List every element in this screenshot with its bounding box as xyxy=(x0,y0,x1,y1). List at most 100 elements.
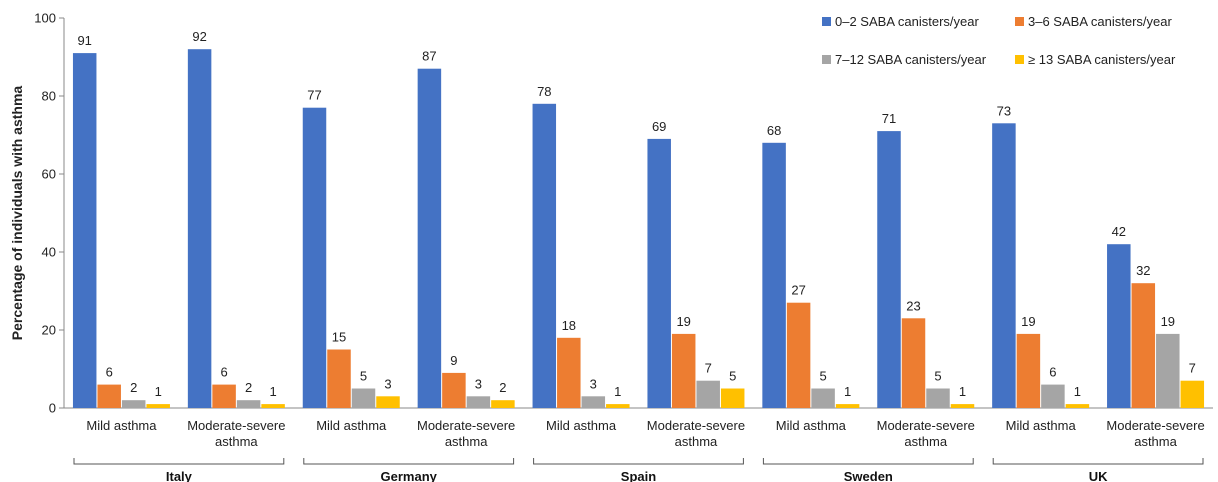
data-label: 6 xyxy=(106,365,113,380)
data-label: 1 xyxy=(844,384,851,399)
group-bracket xyxy=(303,458,515,465)
data-label: 19 xyxy=(1021,314,1035,329)
bar xyxy=(762,142,786,409)
data-label: 3 xyxy=(590,376,597,391)
data-label: 42 xyxy=(1112,224,1126,239)
category-label: Mild asthma xyxy=(546,418,617,433)
bar xyxy=(146,404,170,408)
bar xyxy=(121,400,146,408)
data-label: 19 xyxy=(676,314,690,329)
bar xyxy=(1041,384,1065,408)
bar xyxy=(696,380,720,408)
bar xyxy=(835,404,860,408)
data-label: 71 xyxy=(882,111,896,126)
bar xyxy=(557,337,581,408)
bar xyxy=(351,388,376,408)
bar xyxy=(532,103,557,409)
bar xyxy=(1156,333,1180,408)
data-label: 2 xyxy=(130,380,137,395)
data-label: 23 xyxy=(906,298,920,313)
group-bracket xyxy=(762,458,974,465)
legend-swatch xyxy=(1015,17,1024,26)
legend-swatch xyxy=(1015,55,1024,64)
bar xyxy=(491,400,515,408)
axes xyxy=(63,18,1213,409)
bar xyxy=(97,384,121,408)
bar xyxy=(786,302,811,408)
bar xyxy=(327,349,351,408)
bar xyxy=(992,123,1016,409)
bar xyxy=(950,404,975,408)
data-label: 5 xyxy=(729,369,736,384)
data-label: 1 xyxy=(614,384,621,399)
data-label: 5 xyxy=(360,369,367,384)
bar xyxy=(417,68,442,408)
data-label: 27 xyxy=(791,283,805,298)
bar xyxy=(811,388,835,408)
bar xyxy=(1180,380,1205,408)
data-label: 19 xyxy=(1161,314,1175,329)
bar xyxy=(1107,244,1131,408)
y-axis-label: Percentage of individuals with asthma xyxy=(9,86,25,341)
category-label: Moderate-severe asthma xyxy=(1106,418,1204,449)
data-label: 32 xyxy=(1136,263,1150,278)
data-label: 1 xyxy=(959,384,966,399)
data-label: 69 xyxy=(652,119,666,134)
data-label: 68 xyxy=(767,123,781,138)
data-label: 2 xyxy=(499,380,506,395)
bars xyxy=(72,49,1205,409)
y-tick-label: 0 xyxy=(49,401,56,416)
bar xyxy=(1131,283,1156,408)
bar xyxy=(376,396,400,408)
y-tick-label: 100 xyxy=(34,11,56,26)
data-label: 18 xyxy=(562,318,576,333)
data-label: 9 xyxy=(450,353,457,368)
data-label: 1 xyxy=(269,384,276,399)
bar xyxy=(581,396,606,408)
data-label: 15 xyxy=(332,330,346,345)
category-label: Moderate-severe asthma xyxy=(647,418,745,449)
data-label: 1 xyxy=(1074,384,1081,399)
bar xyxy=(302,107,327,408)
data-label: 5 xyxy=(819,369,826,384)
data-label: 6 xyxy=(1049,365,1056,380)
group-label: Sweden xyxy=(844,469,893,482)
data-label: 3 xyxy=(475,376,482,391)
bar xyxy=(720,388,745,408)
category-label: Mild asthma xyxy=(86,418,157,433)
legend-entry: ≥ 13 SABA canisters/year xyxy=(1028,52,1176,67)
bar xyxy=(72,53,97,408)
y-tick-label: 60 xyxy=(42,167,56,182)
category-label: Moderate-severe asthma xyxy=(187,418,285,449)
group-label: UK xyxy=(1089,469,1108,482)
bar xyxy=(1065,404,1090,408)
legend-entry: 7–12 SABA canisters/year xyxy=(835,52,987,67)
data-label: 7 xyxy=(1189,361,1196,376)
data-label: 91 xyxy=(77,33,91,48)
y-ticks: 0 20 40 60 80 100 xyxy=(34,11,64,416)
data-label: 1 xyxy=(155,384,162,399)
category-label: Mild asthma xyxy=(776,418,847,433)
bar xyxy=(442,372,466,408)
data-label: 2 xyxy=(245,380,252,395)
legend-entry: 0–2 SABA canisters/year xyxy=(835,14,979,29)
data-label: 7 xyxy=(705,361,712,376)
bar xyxy=(901,318,926,408)
data-label: 73 xyxy=(997,103,1011,118)
group-bracket xyxy=(533,458,744,465)
group-bracket xyxy=(73,458,285,465)
data-label: 3 xyxy=(384,376,391,391)
category-label: Mild asthma xyxy=(316,418,387,433)
legend: 0–2 SABA canisters/year 3–6 SABA canister… xyxy=(822,14,1176,67)
data-label: 5 xyxy=(934,369,941,384)
category-label: Moderate-severe asthma xyxy=(877,418,975,449)
y-tick-label: 20 xyxy=(42,323,56,338)
bar xyxy=(187,49,212,408)
legend-swatch xyxy=(822,55,831,64)
group-label: Spain xyxy=(621,469,656,482)
group-label: Italy xyxy=(166,469,193,482)
category-label: Mild asthma xyxy=(1006,418,1077,433)
legend-entry: 3–6 SABA canisters/year xyxy=(1028,14,1172,29)
